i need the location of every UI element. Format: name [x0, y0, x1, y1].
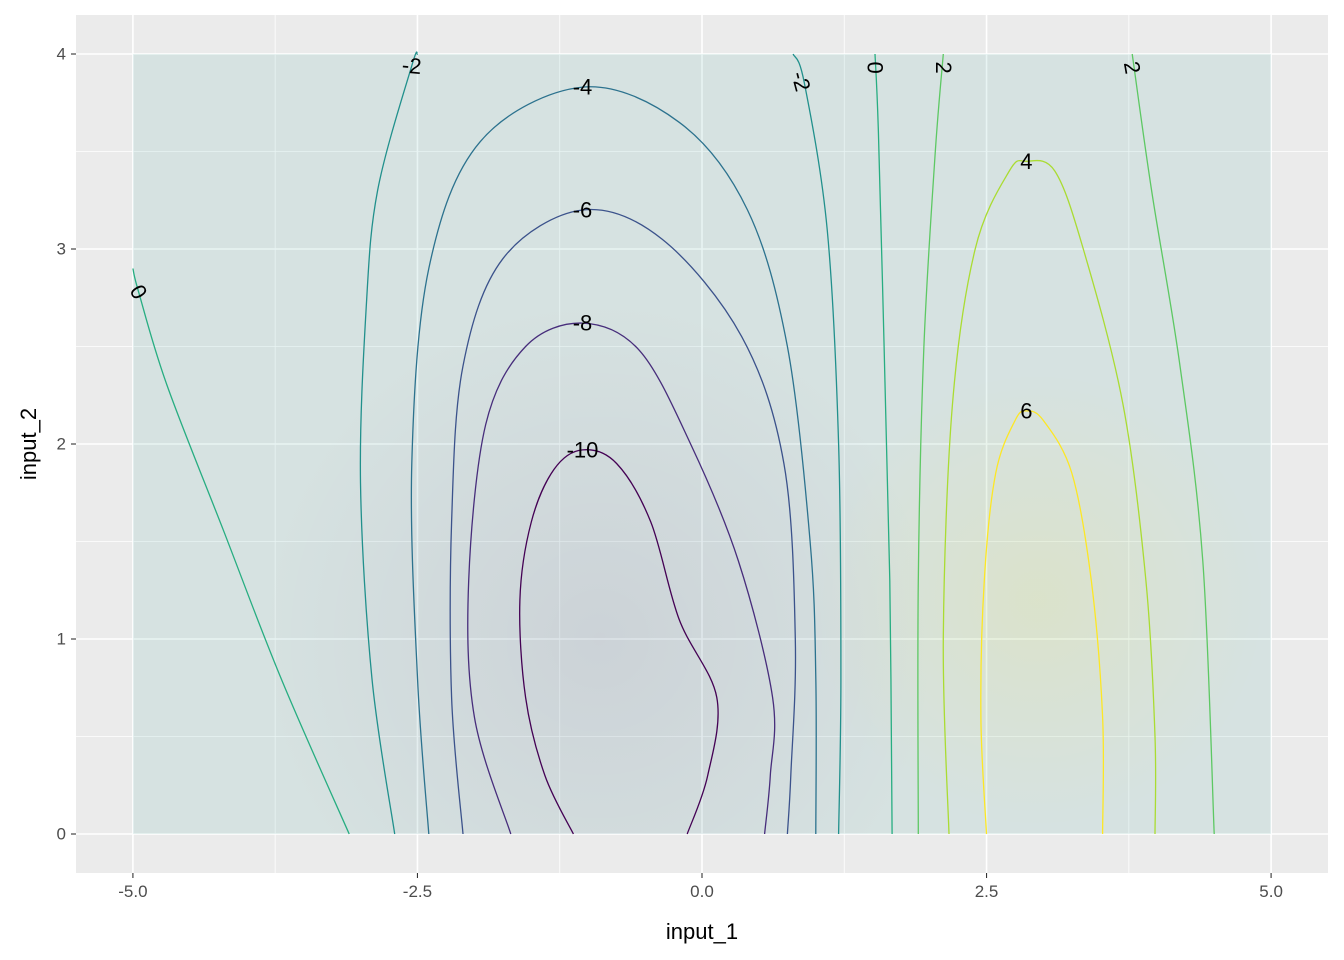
contour-line-4 [942, 159, 1157, 835]
contour-label: 6 [1020, 398, 1032, 423]
y-tick-label: 3 [57, 240, 66, 259]
y-tick-label: 1 [57, 630, 66, 649]
x-tick-label: 2.5 [975, 882, 999, 901]
contour-label: 4 [1020, 149, 1032, 174]
raster-fill [132, 54, 1272, 834]
contour-line-2 [917, 53, 944, 835]
x-tick-label: 5.0 [1259, 882, 1283, 901]
y-tick-label: 0 [57, 825, 66, 844]
x-tick-label: 0.0 [690, 882, 714, 901]
contour-line-neg8 [467, 322, 776, 835]
contour-label: -8 [573, 311, 593, 336]
raster-high-region [132, 54, 1272, 834]
contour-line-6 [980, 410, 1105, 835]
contour-lines [132, 51, 1215, 835]
y-axis: 0 1 2 3 4 [57, 45, 76, 844]
y-axis-title: input_2 [16, 408, 41, 480]
contour-label: 0 [863, 62, 888, 74]
contour-line-neg10 [519, 449, 719, 835]
contour-label: -4 [573, 75, 593, 100]
contour-label: 2 [931, 62, 956, 74]
contour-line-0 [874, 53, 893, 835]
x-tick-label: -2.5 [403, 882, 432, 901]
contour-line-neg2 [359, 51, 419, 835]
contour-line-neg4 [410, 86, 817, 835]
y-tick-label: 4 [57, 45, 66, 64]
x-axis-title: input_1 [666, 919, 738, 944]
contour-labels: -10-8-6-4-2-200 2 246 [125, 52, 1146, 462]
y-tick-label: 2 [57, 435, 66, 454]
contour-line-neg6 [449, 208, 797, 835]
x-axis: -5.0 -2.5 0.0 2.5 5.0 [118, 873, 1283, 901]
contour-line-0 [132, 268, 350, 835]
contour-label: -6 [573, 198, 593, 223]
contour-line-2 [1131, 53, 1215, 835]
x-tick-label: -5.0 [118, 882, 147, 901]
contour-line-neg2 [792, 53, 842, 835]
contour-label: -2 [401, 52, 423, 79]
contour-label: -10 [567, 437, 599, 462]
contour-label: 2 [1119, 59, 1146, 75]
